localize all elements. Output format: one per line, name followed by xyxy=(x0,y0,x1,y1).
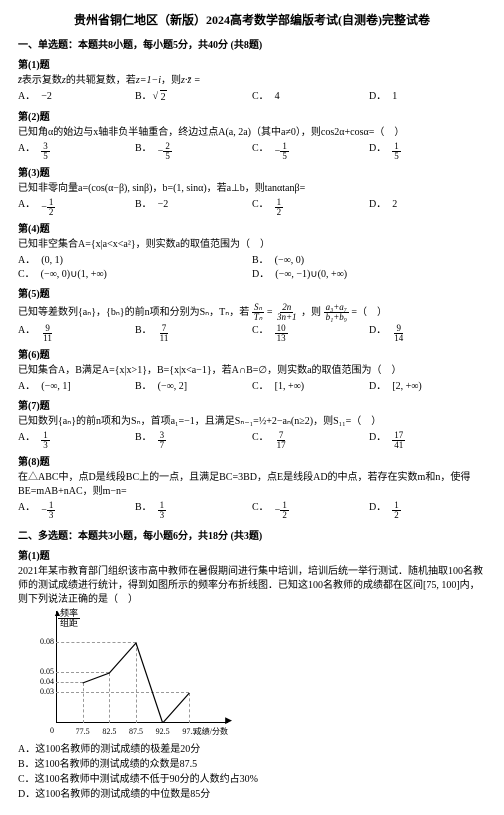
q4-choice-a: A．(0, 1) xyxy=(18,254,252,268)
q1-choices: A．−2 B．2 C．4 D．1 xyxy=(18,90,486,105)
q7-choice-a: A．13 xyxy=(18,431,135,450)
y-arrow-icon: ▲ xyxy=(53,607,62,620)
q1-choice-c: C．4 xyxy=(252,90,369,105)
q5-choice-b: B．711 xyxy=(135,324,252,343)
q8-number: 第(8)题 xyxy=(18,456,486,470)
q3-choices: A．−12 B．−2 C．12 D．2 xyxy=(18,198,486,217)
q7-choice-c: C．717 xyxy=(252,431,369,450)
q3-choice-b: B．−2 xyxy=(135,198,252,217)
q2-choice-b: B．−25 xyxy=(135,142,252,161)
page-title: 贵州省铜仁地区（新版）2024高考数学部编版考试(自测卷)完整试卷 xyxy=(18,12,486,29)
q4-choice-c: C．(−∞, 0)∪(1, +∞) xyxy=(18,268,252,282)
chart-xtick: 77.5 xyxy=(76,726,90,737)
q3-choice-d: D．2 xyxy=(369,198,486,217)
section-2-heading: 二、多选题：本题共3小题，每小题6分，共18分 (共3题) xyxy=(18,530,486,544)
chart-xtick: 82.5 xyxy=(102,726,116,737)
mq1-choice-c: C．这100名教师中测试成绩不低于90分的人数约占30% xyxy=(18,773,486,787)
chart-xtick: 92.5 xyxy=(156,726,170,737)
chart-xlabel: 成绩/分数 xyxy=(194,726,228,737)
q5-choice-c: C．1013 xyxy=(252,324,369,343)
q1-choice-b: B．2 xyxy=(135,90,252,105)
mq1-number: 第(1)题 xyxy=(18,550,486,564)
chart-ytick: 0.03 xyxy=(28,686,54,697)
q4-choices: A．(0, 1) B．(−∞, 0) C．(−∞, 0)∪(1, +∞) D．(… xyxy=(18,254,486,282)
chart-origin: 0 xyxy=(50,725,54,736)
q3-stem: 已知非零向量a=(cos(α−β), sinβ)，b=(1, sinα)，若a⊥… xyxy=(18,182,486,196)
q8-choice-a: A．−13 xyxy=(18,501,135,520)
q6-choice-d: D．[2, +∞) xyxy=(369,380,486,394)
frequency-chart: 频率组距 ▲ ▶ 成绩/分数 0 0.030.040.050.0877.582.… xyxy=(28,611,228,741)
q6-number: 第(6)题 xyxy=(18,349,486,363)
section-1-heading: 一、单选题：本题共8小题，每小题5分，共40分 (共8题) xyxy=(18,39,486,53)
mq1-choice-a: A．这100名教师的测试成绩的极差是20分 xyxy=(18,743,486,757)
q6-choices: A．(−∞, 1] B．(−∞, 2] C．[1, +∞) D．[2, +∞) xyxy=(18,380,486,394)
q8-stem: 在△ABC中，点D是线段BC上的一点，且满足BC=3BD，点E是线段AD的中点，… xyxy=(18,471,486,499)
mq1-stem: 2021年某市教育部门组织该市高中教师在暑假期间进行集中培训，培训后统一举行测试… xyxy=(18,565,486,607)
q6-choice-a: A．(−∞, 1] xyxy=(18,380,135,394)
chart-ytick: 0.08 xyxy=(28,636,54,647)
q7-choices: A．13 B．37 C．717 D．1741 xyxy=(18,431,486,450)
q6-choice-c: C．[1, +∞) xyxy=(252,380,369,394)
chart-ytick: 0.05 xyxy=(28,666,54,677)
q2-choice-c: C．−15 xyxy=(252,142,369,161)
q4-choice-d: D．(−∞, −1)∪(0, +∞) xyxy=(252,268,486,282)
q5-choice-a: A．911 xyxy=(18,324,135,343)
q5-number: 第(5)题 xyxy=(18,288,486,302)
q4-stem: 已知非空集合A={x|a<x<a²}，则实数a的取值范围为（ ） xyxy=(18,238,486,252)
chart-polyline xyxy=(56,623,216,723)
q7-number: 第(7)题 xyxy=(18,400,486,414)
mq1-choice-d: D．这100名教师的测试成绩的中位数是85分 xyxy=(18,788,486,802)
q7-choice-b: B．37 xyxy=(135,431,252,450)
q8-choice-b: B．13 xyxy=(135,501,252,520)
q1-choice-d: D．1 xyxy=(369,90,486,105)
q8-choice-c: C．−12 xyxy=(252,501,369,520)
q2-number: 第(2)题 xyxy=(18,111,486,125)
mq1-choices: A．这100名教师的测试成绩的极差是20分 B．这100名教师的测试成绩的众数是… xyxy=(18,743,486,802)
q3-number: 第(3)题 xyxy=(18,167,486,181)
q2-choice-d: D．15 xyxy=(369,142,486,161)
q2-stem: 已知角α的始边与x轴非负半轴重合，终边过点A(a, 2a)（其中a≠0），则co… xyxy=(18,126,486,140)
q1-choice-a: A．−2 xyxy=(18,90,135,105)
q8-choice-d: D．12 xyxy=(369,501,486,520)
chart-ytick: 0.04 xyxy=(28,676,54,687)
q7-choice-d: D．1741 xyxy=(369,431,486,450)
chart-xtick: 87.5 xyxy=(129,726,143,737)
chart-xtick: 97.5 xyxy=(182,726,196,737)
q3-choice-a: A．−12 xyxy=(18,198,135,217)
q1-number: 第(1)题 xyxy=(18,59,486,73)
q6-stem: 已知集合A，B满足A={x|x>1}，B={x|x<a−1}，若A∩B=∅，则实… xyxy=(18,364,486,378)
q4-number: 第(4)题 xyxy=(18,223,486,237)
q5-stem: 已知等差数列{aₙ}，{bₙ}的前n项和分别为Sₙ，Tₙ，若 SₙTₙ = 2n… xyxy=(18,303,486,322)
q8-choices: A．−13 B．13 C．−12 D．12 xyxy=(18,501,486,520)
q2-choices: A．35 B．−25 C．−15 D．15 xyxy=(18,142,486,161)
q1-stem: z̄表示复数z的共轭复数，若z=1−i，则z·z̄ = xyxy=(18,74,486,88)
q7-stem: 已知数列{aₙ}的前n项和为Sₙ，首项a₁=−1，且满足Sₙ₋₁=½+2−aₙ(… xyxy=(18,415,486,429)
q3-choice-c: C．12 xyxy=(252,198,369,217)
q5-choices: A．911 B．711 C．1013 D．914 xyxy=(18,324,486,343)
q6-choice-b: B．(−∞, 2] xyxy=(135,380,252,394)
mq1-choice-b: B．这100名教师的测试成绩的众数是87.5 xyxy=(18,758,486,772)
q4-choice-b: B．(−∞, 0) xyxy=(252,254,486,268)
q2-choice-a: A．35 xyxy=(18,142,135,161)
q5-choice-d: D．914 xyxy=(369,324,486,343)
